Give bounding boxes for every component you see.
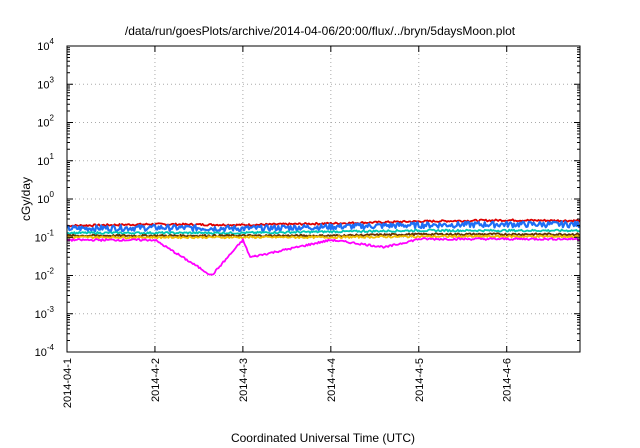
x-tick-label: 2014-4-6 [502, 358, 514, 402]
y-tick-label: 101 [37, 152, 54, 168]
y-tick-label: 10-3 [35, 305, 55, 321]
series-group [66, 218, 581, 276]
series-line [66, 234, 581, 240]
x-axis-label: Coordinated Universal Time (UTC) [231, 431, 415, 445]
y-tick-label: 102 [37, 114, 54, 130]
x-tick-label: 2014-4-3 [238, 358, 250, 402]
y-tick-label: 10-1 [35, 228, 55, 244]
y-tick-label: 104 [37, 37, 54, 53]
x-tick-label: 2014-4-5 [414, 358, 426, 402]
chart-title: /data/run/goesPlots/archive/2014-04-06/2… [125, 24, 516, 38]
series-line [66, 218, 581, 228]
y-axis: 10-4 10-3 10-2 10-1 100 101 102 103 104 [35, 37, 580, 359]
x-axis: 2014-04-1 2014-4-2 2014-4-3 2014-4-4 2014-4-… [62, 46, 514, 408]
y-axis-label: cGy/day [19, 177, 33, 221]
x-tick-label: 2014-4-2 [150, 358, 162, 402]
series-line [66, 237, 581, 276]
y-tick-label: 100 [37, 190, 54, 206]
x-tick-label: 2014-4-4 [326, 358, 338, 402]
y-tick-label: 10-4 [35, 343, 55, 359]
series-line [66, 220, 581, 233]
grid [67, 46, 580, 352]
y-tick-label: 103 [37, 75, 54, 91]
y-tick-label: 10-2 [35, 267, 55, 283]
x-tick-label: 2014-04-1 [62, 358, 74, 408]
series-line [66, 228, 581, 235]
